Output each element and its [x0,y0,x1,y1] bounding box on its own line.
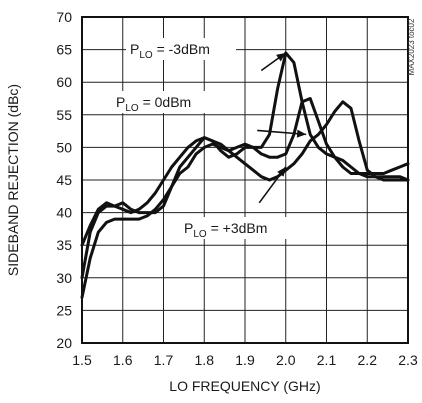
y-tick-label: 35 [56,237,72,253]
series-line-1 [80,97,410,299]
y-tick-label: 20 [56,335,72,351]
annotation-background [180,217,288,239]
x-tick-label: 2.0 [276,352,296,368]
x-tick-label: 2.1 [317,352,337,368]
x-tick-label: 2.3 [398,352,418,368]
figure-watermark: MAX2023 toc02 [407,18,416,75]
x-axis-title: LO FREQUENCY (GHz) [169,378,320,394]
x-tick-label: 1.6 [113,352,133,368]
annotation-label: PLO = +3dBm [184,220,267,240]
y-axis-title: SIDEBAND REJECTION (dBc) [5,84,21,276]
plot-grid [81,16,409,344]
annotation-arrowhead [276,52,286,62]
annotation-label: PLO = 0dBm [116,94,191,114]
annotation-background [112,91,216,113]
x-tick-label: 1.8 [195,352,215,368]
x-tick-labels: 1.5 1.6 1.7 1.8 1.9 2.0 2.1 2.2 2.3 [72,352,418,368]
annotations-layer: PLO = -3dBm PLO = 0dBm PLO = +3dBm [112,38,307,240]
y-tick-label: 40 [56,205,72,221]
series-layer [80,51,410,299]
plot-frame [81,16,409,344]
y-tick-label: 25 [56,302,72,318]
x-tick-label: 2.2 [358,352,378,368]
x-tick-label: 1.9 [235,352,255,368]
y-tick-labels: 20 25 30 35 40 45 50 55 60 65 70 [56,9,72,351]
y-tick-label: 60 [56,74,72,90]
annotation-arrowhead [277,166,286,177]
y-tick-label: 50 [56,139,72,155]
annotation-background [126,38,236,60]
y-tick-label: 45 [56,172,72,188]
annotation-label: PLO = -3dBm [130,41,210,61]
y-tick-label: 65 [56,42,72,58]
y-tick-label: 30 [56,270,72,286]
series-line-2 [80,100,410,247]
x-tick-label: 1.7 [154,352,174,368]
x-tick-label: 1.5 [72,352,92,368]
y-tick-label: 70 [56,9,72,25]
annotation-arrowhead [296,129,307,138]
y-tick-label: 55 [56,107,72,123]
